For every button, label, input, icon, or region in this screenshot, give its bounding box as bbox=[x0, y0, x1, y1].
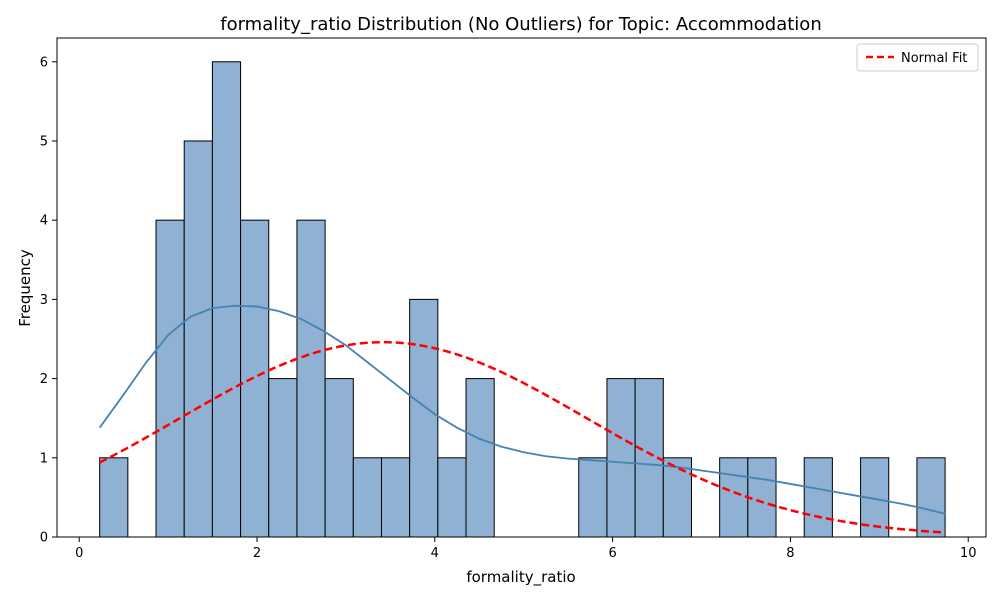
legend-normal-fit-label: Normal Fit bbox=[901, 51, 967, 66]
histogram-bar bbox=[719, 457, 749, 538]
histogram-bar bbox=[662, 457, 692, 538]
x-axis-label: formality_ratio bbox=[466, 568, 575, 587]
histogram-bar bbox=[409, 298, 439, 538]
y-tick-label: 1 bbox=[40, 451, 48, 466]
histogram-bar bbox=[803, 457, 833, 538]
x-tick-label: 4 bbox=[431, 546, 439, 561]
histogram-bar bbox=[240, 219, 270, 538]
histogram-bar bbox=[578, 457, 608, 538]
lines-layer bbox=[98, 304, 947, 534]
histogram-bar bbox=[352, 457, 382, 538]
plot-frame bbox=[56, 37, 987, 538]
histogram-bar bbox=[606, 378, 636, 538]
kde-line bbox=[98, 304, 947, 515]
histogram-bar bbox=[268, 378, 298, 538]
x-tick-label: 0 bbox=[75, 546, 83, 561]
y-tick-label: 4 bbox=[40, 214, 48, 229]
histogram-bar bbox=[211, 61, 242, 538]
y-tick-label: 5 bbox=[40, 134, 48, 149]
histogram-bar bbox=[296, 219, 326, 538]
legend: Normal Fit bbox=[856, 43, 979, 72]
x-tick-label: 10 bbox=[960, 546, 977, 561]
bars-layer bbox=[99, 61, 946, 538]
y-tick-label: 6 bbox=[40, 55, 48, 70]
histogram-bar bbox=[465, 378, 495, 538]
histogram-bar bbox=[99, 457, 129, 538]
y-axis: 0 1 2 3 4 5 6 bbox=[40, 55, 57, 546]
x-tick-label: 8 bbox=[786, 546, 794, 561]
x-tick-label: 6 bbox=[608, 546, 616, 561]
histogram-bar bbox=[324, 378, 354, 538]
legend-box bbox=[856, 43, 979, 72]
histogram-bar bbox=[155, 219, 185, 538]
x-tick-label: 2 bbox=[253, 546, 261, 561]
normal-fit-line bbox=[99, 340, 946, 534]
histogram-bar bbox=[380, 457, 411, 538]
histogram-bar bbox=[183, 140, 213, 538]
y-tick-label: 0 bbox=[40, 531, 48, 546]
histogram-bar bbox=[437, 457, 467, 538]
y-tick-label: 3 bbox=[40, 293, 48, 308]
y-axis-label: Frequency bbox=[16, 249, 34, 327]
histogram-bar bbox=[747, 457, 777, 538]
histogram-bar bbox=[916, 457, 946, 538]
x-axis: 0 2 4 6 8 10 bbox=[75, 537, 976, 561]
y-tick-label: 2 bbox=[40, 372, 48, 387]
chart-title: formality_ratio Distribution (No Outlier… bbox=[220, 14, 821, 35]
